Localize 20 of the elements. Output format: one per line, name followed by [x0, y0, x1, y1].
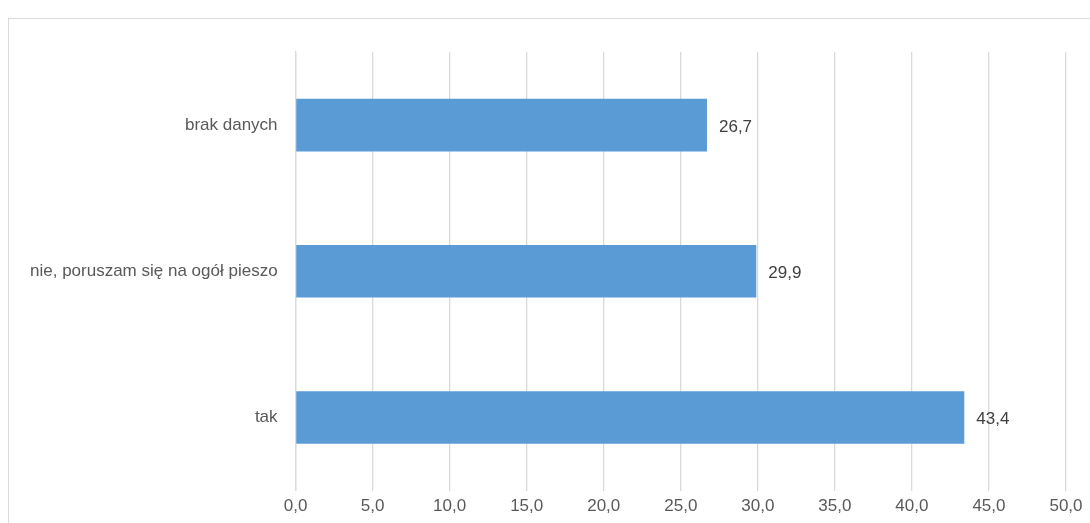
x-tick-label: 40,0: [895, 496, 929, 516]
x-tick-label: 35,0: [818, 496, 852, 516]
x-tick-label: 50,0: [1049, 496, 1083, 516]
x-tick-label: 0,0: [283, 496, 308, 516]
y-tick-label: brak danych: [184, 114, 278, 134]
x-tick-label: 45,0: [972, 496, 1006, 516]
y-tick-label: nie, poruszam się na ogół pieszo: [29, 260, 278, 280]
x-tick-label: 10,0: [433, 496, 467, 516]
x-tick-label: 30,0: [741, 496, 775, 516]
x-tick-label: 5,0: [360, 496, 385, 516]
data-label: 29,9: [768, 262, 802, 282]
x-tick-label: 20,0: [587, 496, 621, 516]
bar: [296, 98, 707, 152]
x-tick-label: 15,0: [510, 496, 544, 516]
bar: [296, 391, 965, 444]
y-tick-label: tak: [254, 407, 279, 427]
x-tick-label: 25,0: [664, 496, 698, 516]
bar: [296, 244, 757, 298]
data-label: 43,4: [976, 409, 1010, 429]
data-label: 26,7: [718, 116, 753, 136]
